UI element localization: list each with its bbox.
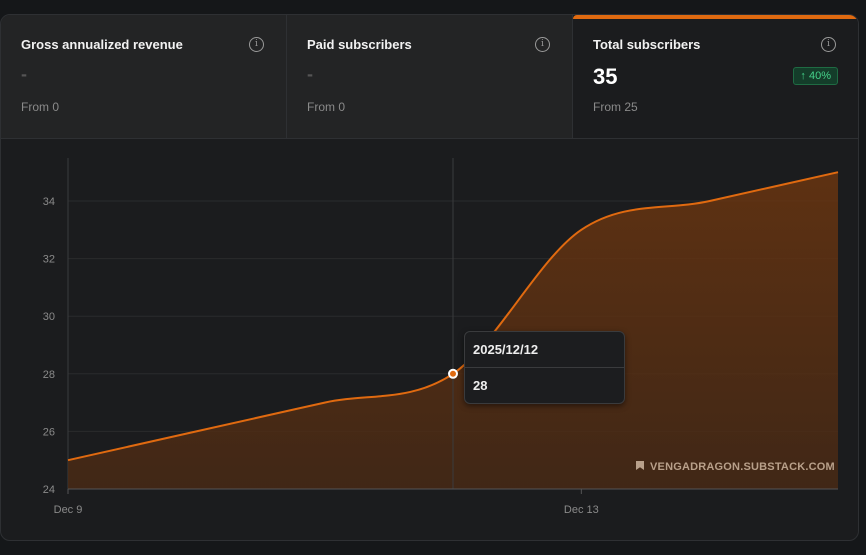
- tile-title: Paid subscribers: [307, 37, 412, 52]
- chart-tooltip: 2025/12/12 28: [464, 331, 625, 404]
- y-tick-label: 34: [43, 196, 55, 208]
- y-tick-label: 32: [43, 254, 55, 266]
- info-icon[interactable]: i: [249, 37, 264, 52]
- x-tick-label: Dec 9: [54, 504, 83, 516]
- tile-total-subscribers[interactable]: Total subscribers i 35 ↑ 40% From 25: [573, 15, 858, 138]
- info-icon[interactable]: i: [535, 37, 550, 52]
- tile-value: -: [307, 64, 313, 84]
- tile-from: From 0: [21, 100, 60, 114]
- info-icon[interactable]: i: [821, 37, 836, 52]
- bookmark-icon: [636, 461, 644, 470]
- y-tick-label: 28: [43, 369, 55, 381]
- area-fill: [68, 172, 838, 489]
- tile-paid-subscribers[interactable]: Paid subscribers i - From 0: [287, 15, 573, 138]
- tile-gross-revenue[interactable]: Gross annualized revenue i - From 0: [1, 15, 287, 138]
- y-tick-label: 30: [43, 311, 55, 323]
- tile-value: -: [21, 64, 27, 84]
- tile-title: Gross annualized revenue: [21, 37, 183, 52]
- y-tick-label: 24: [43, 484, 55, 496]
- x-tick-label: Dec 13: [564, 504, 599, 516]
- tile-from: From 0: [307, 100, 346, 114]
- watermark-text: VENGADRAGON.SUBSTACK.COM: [650, 461, 835, 473]
- tooltip-value: 28: [473, 378, 488, 393]
- tooltip-date: 2025/12/12: [465, 332, 624, 368]
- tile-value: 35: [593, 64, 618, 89]
- data-point: [448, 368, 458, 379]
- tile-from: From 25: [593, 100, 638, 114]
- series-line: [67, 171, 839, 462]
- tile-title: Total subscribers: [593, 37, 701, 52]
- growth-badge: ↑ 40%: [793, 67, 838, 85]
- watermark: VENGADRAGON.SUBSTACK.COM: [636, 461, 835, 473]
- y-tick-label: 26: [43, 426, 55, 438]
